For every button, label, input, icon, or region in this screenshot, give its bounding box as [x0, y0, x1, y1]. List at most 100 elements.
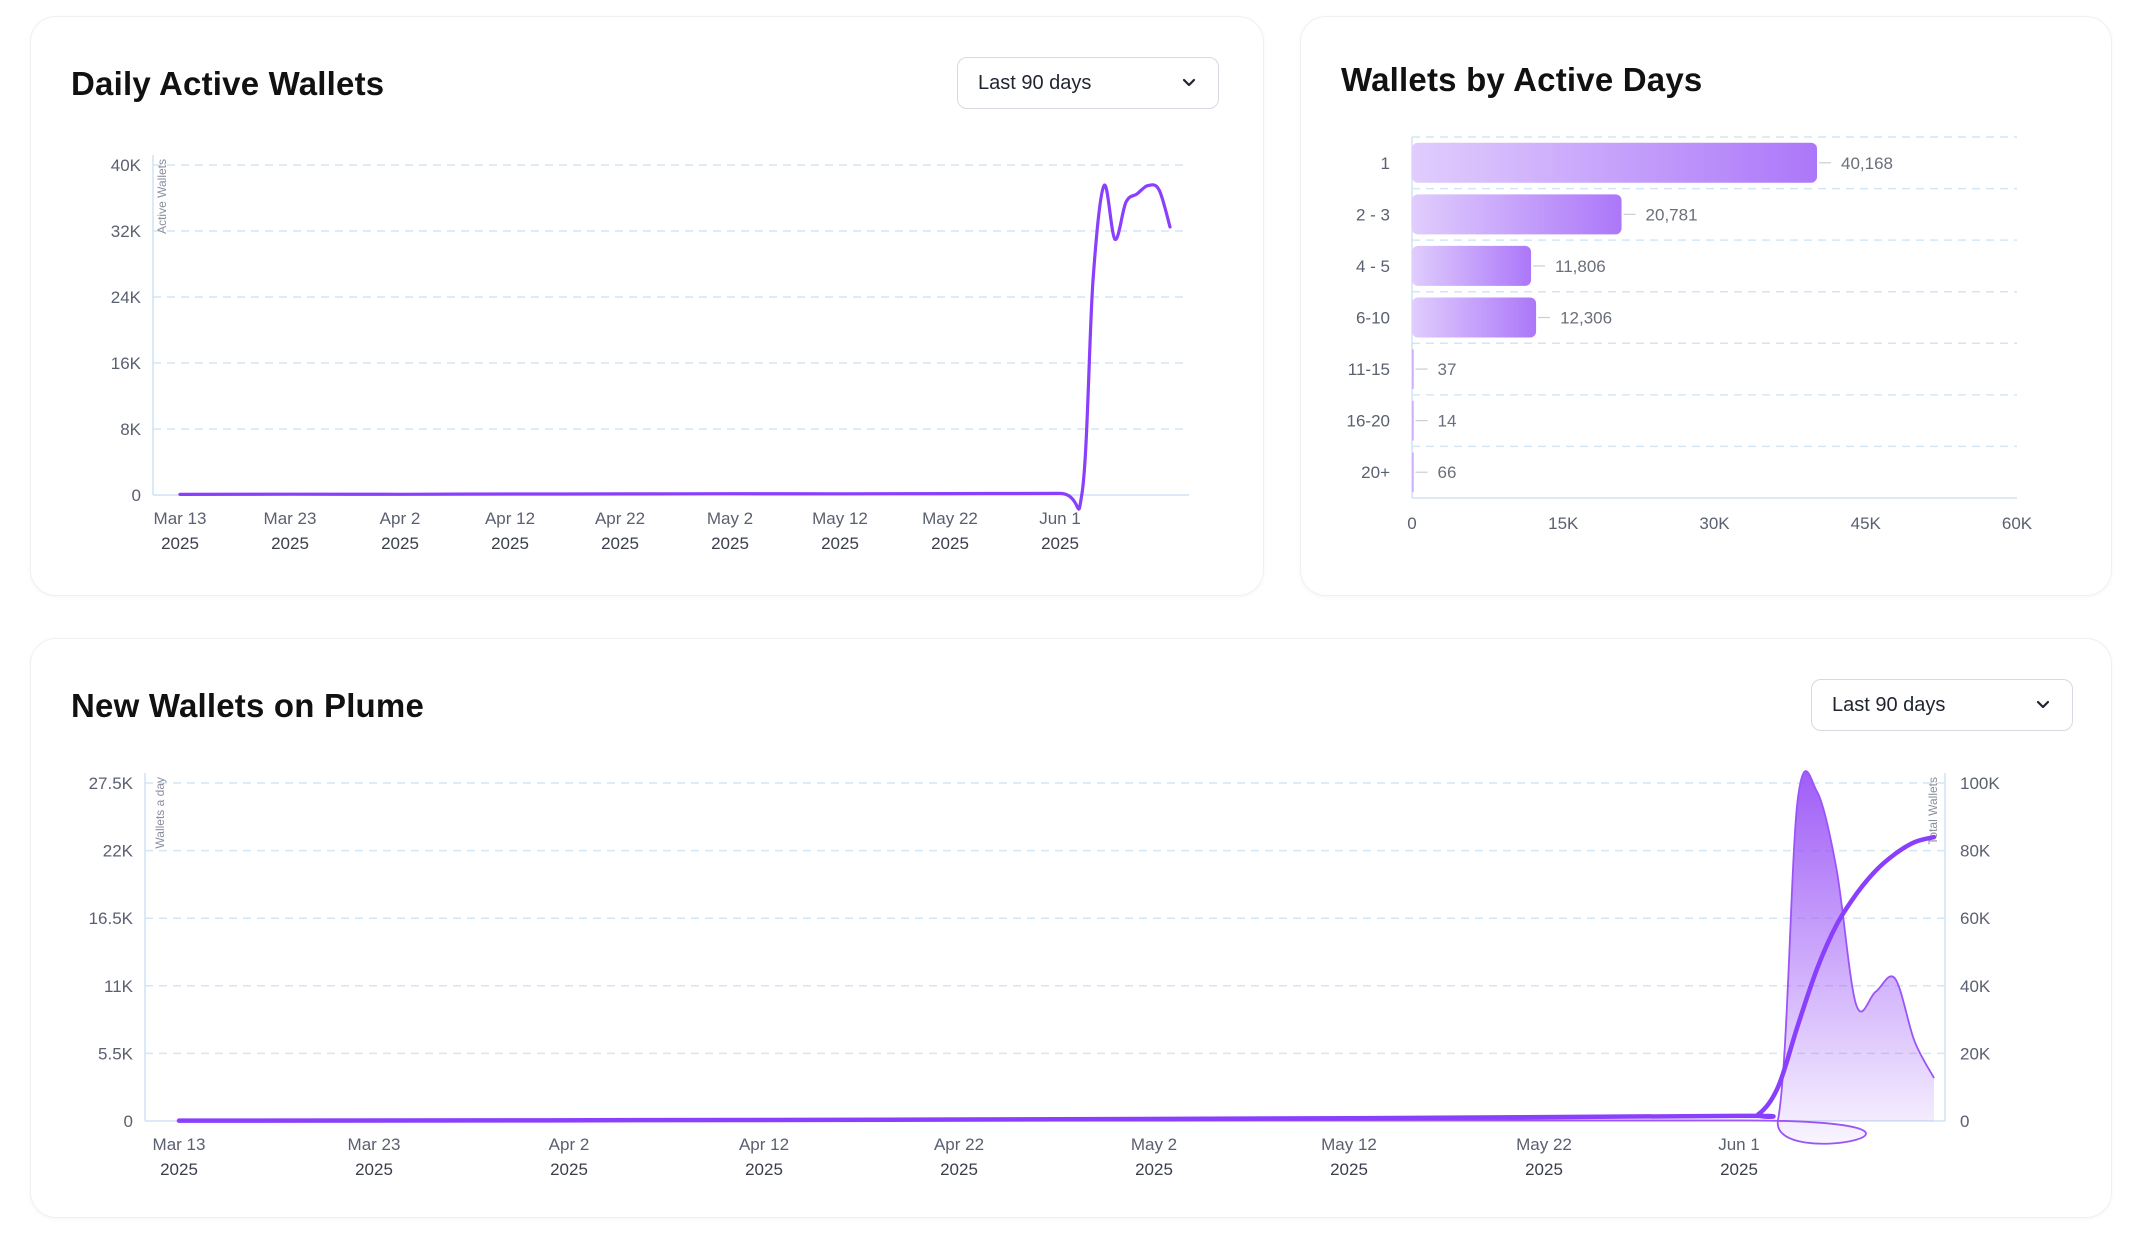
bar [1412, 400, 1414, 441]
new-wallets-chart: 0 5.5K 11K 16.5K 22K 27.5K 0 20K 40K 60K 80K 100K Wa… [89, 770, 2000, 1179]
x-tick-year: 2025 [931, 534, 969, 553]
y-tick-label: 5.5K [98, 1044, 134, 1063]
new-wallets-card: New Wallets on Plume Last 90 days 0 5.5K 1… [30, 638, 2112, 1218]
daily-active-wallets-chart: 0 8K 16K 24K 32K 40K Active Wallets Mar 13 2025 M… [111, 155, 1189, 553]
daily-range-value: Last 90 days [978, 71, 1092, 94]
x-tick-year: 2025 [745, 1160, 783, 1179]
bar [1412, 194, 1622, 235]
x-tick-label: May 22 [922, 509, 978, 528]
value-label: 14 [1438, 412, 1457, 431]
x-tick-year: 2025 [1525, 1160, 1563, 1179]
chevron-down-icon [1182, 76, 1196, 90]
x-tick-year: 2025 [550, 1160, 588, 1179]
y-tick-label: 40K [111, 156, 142, 175]
series-line [178, 183, 1172, 511]
y-axis-title: Wallets a day [153, 777, 167, 849]
y2-axis-title: Total Wallets [1926, 777, 1940, 845]
category-label: 2 - 3 [1356, 205, 1390, 224]
new-range-value: Last 90 days [1832, 693, 1946, 716]
y-tick-label: 0 [124, 1112, 133, 1131]
x-tick-year: 2025 [381, 534, 419, 553]
x-tick-year: 2025 [1135, 1160, 1173, 1179]
x-tick-label: May 12 [812, 509, 868, 528]
daily-range-dropdown[interactable]: Last 90 days [957, 57, 1219, 109]
daily-active-wallets-title: Daily Active Wallets [71, 65, 385, 102]
new-range-dropdown[interactable]: Last 90 days [1811, 679, 2073, 731]
x-tick-label: Mar 23 [264, 509, 317, 528]
x-tick-label: Jun 1 [1718, 1135, 1760, 1154]
x-tick-label: Mar 13 [154, 509, 207, 528]
x-tick-year: 2025 [491, 534, 529, 553]
value-label: 66 [1438, 463, 1457, 482]
category-label: 4 - 5 [1356, 257, 1390, 276]
x-tick-year: 2025 [271, 534, 309, 553]
new-wallets-title: New Wallets on Plume [71, 687, 425, 724]
category-label: 1 [1381, 154, 1390, 173]
x-tick-label: Apr 2 [549, 1135, 590, 1154]
y2-tick-label: 0 [1960, 1112, 1969, 1131]
y-tick-label: 16.5K [89, 909, 134, 928]
x-tick-label: May 12 [1321, 1135, 1377, 1154]
wallets-by-active-days-chart: 0 15K 30K 45K 60K 1 40,168 2 - 3 20,781 4 - 5 11,8… [1347, 136, 2033, 533]
x-tick-label: 45K [1851, 514, 1882, 533]
x-tick-year: 2025 [711, 534, 749, 553]
series-area [179, 771, 1934, 1144]
x-tick-label: Apr 22 [595, 509, 645, 528]
value-label: 11,806 [1555, 257, 1606, 276]
series-line [176, 834, 1937, 1123]
x-tick-label: 60K [2002, 514, 2033, 533]
y-tick-label: 22K [103, 842, 134, 861]
x-tick-year: 2025 [601, 534, 639, 553]
x-tick-label: May 22 [1516, 1135, 1572, 1154]
value-label: 40,168 [1841, 154, 1893, 173]
x-tick-label: 15K [1548, 514, 1579, 533]
wallets-by-active-days-title: Wallets by Active Days [1341, 61, 1703, 98]
y-tick-label: 11K [104, 977, 134, 996]
x-tick-year: 2025 [355, 1160, 393, 1179]
value-label: 12,306 [1560, 309, 1612, 328]
y-tick-label: 8K [120, 420, 141, 439]
y-tick-label: 16K [111, 354, 142, 373]
category-label: 20+ [1361, 463, 1390, 482]
x-tick-label: 30K [1699, 514, 1730, 533]
x-tick-year: 2025 [161, 534, 199, 553]
bar [1412, 245, 1532, 286]
x-tick-label: Apr 12 [485, 509, 535, 528]
value-label: 37 [1438, 360, 1457, 379]
y2-tick-label: 80K [1960, 842, 1991, 861]
category-label: 16-20 [1347, 412, 1390, 431]
bar [1412, 452, 1414, 493]
x-tick-year: 2025 [821, 534, 859, 553]
chevron-down-icon [2036, 698, 2050, 712]
x-tick-label: Apr 12 [739, 1135, 789, 1154]
bar [1412, 142, 1818, 183]
y-tick-label: 24K [111, 288, 142, 307]
bar [1412, 349, 1414, 390]
x-tick-label: Apr 22 [934, 1135, 984, 1154]
x-tick-label: May 2 [1131, 1135, 1177, 1154]
y-axis-title: Active Wallets [155, 159, 169, 234]
y-tick-label: 0 [132, 486, 141, 505]
x-tick-year: 2025 [1720, 1160, 1758, 1179]
x-tick-label: 0 [1407, 514, 1416, 533]
y2-tick-label: 100K [1960, 774, 2000, 793]
y-tick-label: 27.5K [89, 774, 134, 793]
y-tick-label: 32K [111, 222, 142, 241]
x-tick-year: 2025 [160, 1160, 198, 1179]
category-label: 6-10 [1356, 309, 1390, 328]
x-tick-label: Mar 23 [348, 1135, 401, 1154]
series-area-line [178, 770, 1935, 1145]
x-tick-year: 2025 [1330, 1160, 1368, 1179]
x-tick-label: Jun 1 [1039, 509, 1081, 528]
category-label: 11-15 [1348, 360, 1390, 379]
x-tick-label: Mar 13 [153, 1135, 206, 1154]
x-tick-year: 2025 [940, 1160, 978, 1179]
x-tick-year: 2025 [1041, 534, 1079, 553]
y2-tick-label: 40K [1960, 977, 1991, 996]
x-tick-label: Apr 2 [380, 509, 421, 528]
daily-active-wallets-card: Daily Active Wallets Last 90 days 0 8K 16K… [30, 16, 1264, 596]
bar [1412, 297, 1537, 338]
value-label: 20,781 [1646, 205, 1698, 224]
y2-tick-label: 20K [1960, 1044, 1991, 1063]
y2-tick-label: 60K [1960, 909, 1991, 928]
